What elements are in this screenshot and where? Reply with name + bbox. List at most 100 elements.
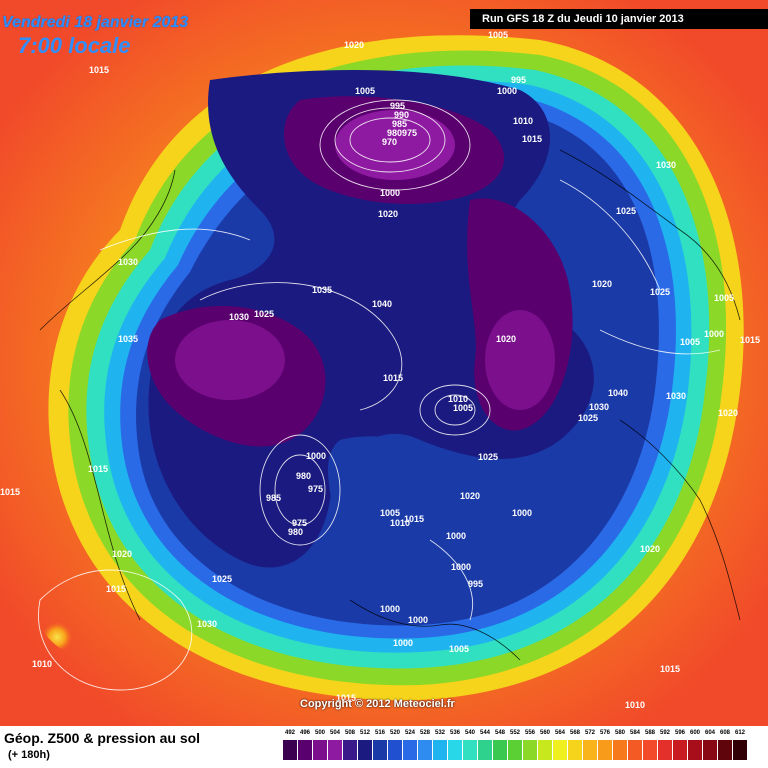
isobar-label: 1040 — [608, 388, 628, 398]
isobar-label: 1010 — [448, 394, 468, 404]
isobar-label: 1030 — [229, 312, 249, 322]
scale-swatch — [658, 740, 672, 760]
isobar-label: 1030 — [656, 160, 676, 170]
isobar-label: 1040 — [372, 299, 392, 309]
isobar-label: 1020 — [640, 544, 660, 554]
scale-tick-label: 512 — [359, 730, 370, 736]
isobar-label: 1015 — [336, 693, 356, 703]
isobar-label: 980 — [387, 128, 402, 138]
scale-swatch — [298, 740, 312, 760]
isobar-label: 1005 — [449, 644, 469, 654]
isobar-label: 1015 — [0, 487, 20, 497]
isobar-label: 1015 — [404, 514, 424, 524]
scale-tick-label: 548 — [494, 730, 505, 736]
scale-tick-label: 544 — [479, 730, 490, 736]
scale-swatch — [553, 740, 567, 760]
isobar-label: 1030 — [118, 257, 138, 267]
scale-swatch — [343, 740, 357, 760]
scale-swatch — [358, 740, 372, 760]
isobar-label: 1005 — [680, 337, 700, 347]
isobar-label: 1000 — [380, 604, 400, 614]
isobar-label: 975 — [308, 484, 323, 494]
scale-swatch — [688, 740, 702, 760]
isobar-label: 985 — [266, 493, 281, 503]
scale-swatch — [673, 740, 687, 760]
isobar-label: 1015 — [740, 335, 760, 345]
isobar-label: 1005 — [714, 293, 734, 303]
scale-tick-label: 584 — [629, 730, 640, 736]
scale-swatch — [313, 740, 327, 760]
scale-tick-label: 572 — [584, 730, 595, 736]
isobar-label: 1010 — [32, 659, 52, 669]
isobar-label: 1015 — [383, 373, 403, 383]
scale-tick-label: 520 — [389, 730, 400, 736]
scale-tick-label: 500 — [314, 730, 325, 736]
scale-tick-label: 560 — [539, 730, 550, 736]
isobar-label: 1035 — [118, 334, 138, 344]
scale-tick-label: 608 — [719, 730, 730, 736]
scale-tick-label: 564 — [554, 730, 565, 736]
isobar-label: 985 — [392, 119, 407, 129]
isobar-label: 1000 — [497, 86, 517, 96]
isobar-label: 1020 — [378, 209, 398, 219]
isobar-label: 1015 — [106, 584, 126, 594]
isobar-label: 1020 — [460, 491, 480, 501]
isobar-label: 1005 — [355, 86, 375, 96]
scale-tick-label: 580 — [614, 730, 625, 736]
scale-swatch — [703, 740, 717, 760]
scale-swatch — [538, 740, 552, 760]
scale-swatch — [418, 740, 432, 760]
isobar-label: 970 — [382, 137, 397, 147]
isobar-label: 1010 — [513, 116, 533, 126]
legend-bar: Géop. Z500 & pression au sol (+ 180h) 49… — [0, 726, 768, 768]
isobar-label: 1020 — [592, 279, 612, 289]
scale-tick-label: 576 — [599, 730, 610, 736]
scale-tick-label: 588 — [644, 730, 655, 736]
isobar-label: 1000 — [446, 531, 466, 541]
run-info: Run GFS 18 Z du Jeudi 10 janvier 2013 — [470, 9, 768, 29]
isobar-label: 995 — [390, 101, 405, 111]
isobar-label: 1025 — [478, 452, 498, 462]
scale-tick-label: 568 — [569, 730, 580, 736]
scale-swatch — [433, 740, 447, 760]
scale-swatch — [613, 740, 627, 760]
scale-tick-label: 536 — [449, 730, 460, 736]
scale-swatch — [463, 740, 477, 760]
scale-swatch — [493, 740, 507, 760]
scale-tick-label: 504 — [329, 730, 340, 736]
isobar-label: 1020 — [718, 408, 738, 418]
isobar-label: 1020 — [112, 549, 132, 559]
isobar-label: 1020 — [496, 334, 516, 344]
isobar-label: 1015 — [660, 664, 680, 674]
scale-swatch — [448, 740, 462, 760]
scale-tick-label: 604 — [704, 730, 715, 736]
scale-tick-label: 596 — [674, 730, 685, 736]
isobar-label: 1000 — [393, 638, 413, 648]
isobar-label: 1010 — [625, 700, 645, 710]
isobar-label: 980 — [296, 471, 311, 481]
scale-swatch — [508, 740, 522, 760]
isobar-label: 1025 — [254, 309, 274, 319]
scale-swatch — [718, 740, 732, 760]
isobar-label: 1005 — [488, 30, 508, 40]
scale-tick-label: 592 — [659, 730, 670, 736]
isobar-label: 1010 — [390, 518, 410, 528]
isobar-label: 1005 — [380, 508, 400, 518]
isobar-label: 1015 — [89, 65, 109, 75]
isobar-label: 975 — [292, 518, 307, 528]
isobar-label: 1000 — [380, 188, 400, 198]
isobar-label: 1035 — [312, 285, 332, 295]
scale-swatch — [628, 740, 642, 760]
scale-swatch — [643, 740, 657, 760]
isobar-label: 1000 — [408, 615, 428, 625]
scale-tick-label: 528 — [419, 730, 430, 736]
caption-subtitle: (+ 180h) — [8, 749, 50, 761]
isobar-label: 1000 — [704, 329, 724, 339]
scale-swatch — [523, 740, 537, 760]
scale-swatch — [568, 740, 582, 760]
scale-tick-label: 492 — [284, 730, 295, 736]
scale-tick-label: 532 — [434, 730, 445, 736]
scale-tick-label: 508 — [344, 730, 355, 736]
isobar-label: 995 — [468, 579, 483, 589]
